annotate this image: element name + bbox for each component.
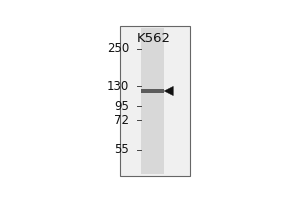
Bar bbox=[141, 89, 164, 93]
Bar bbox=[120, 26, 190, 176]
Text: 250: 250 bbox=[107, 42, 129, 55]
Polygon shape bbox=[164, 86, 173, 96]
Bar bbox=[141, 28, 164, 174]
Text: 55: 55 bbox=[115, 143, 129, 156]
Text: 130: 130 bbox=[107, 80, 129, 93]
Text: 72: 72 bbox=[114, 114, 129, 127]
Text: K562: K562 bbox=[137, 32, 171, 45]
Text: 95: 95 bbox=[115, 100, 129, 113]
